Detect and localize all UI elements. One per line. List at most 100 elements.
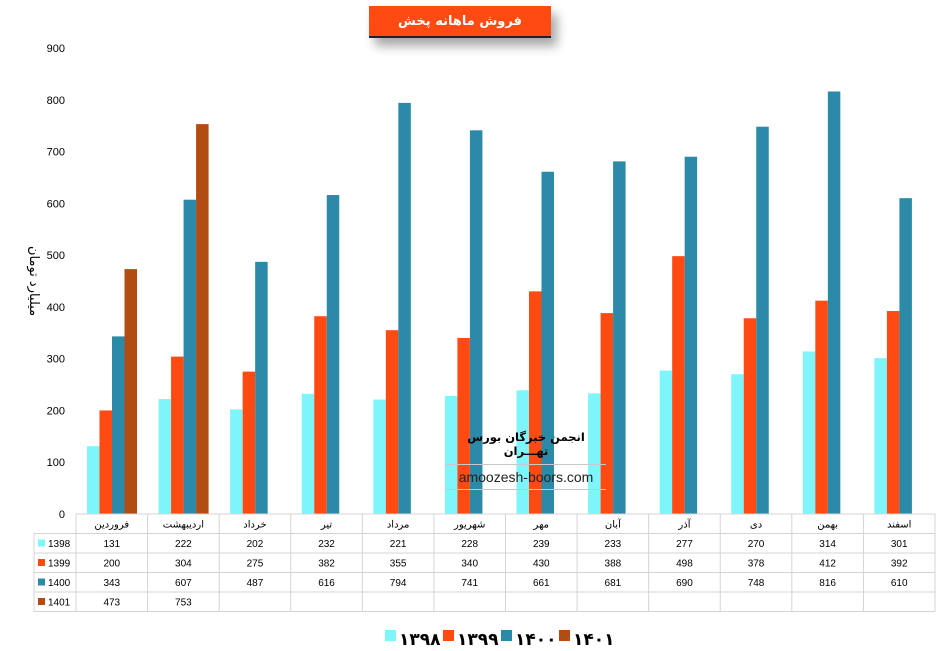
bar-1400-9 [684, 156, 698, 514]
bar-1398-6 [444, 395, 458, 514]
x-tick-label: اسفند [887, 520, 911, 531]
bar-1398-3 [230, 409, 243, 514]
bar-1399-8 [600, 313, 614, 514]
data-label: 277 [676, 539, 693, 550]
chart-title: فروش ماهانه پخش [369, 6, 551, 38]
data-label: 200 [103, 559, 120, 570]
y-tick-label: 400 [47, 302, 65, 314]
bar-1398-5 [373, 399, 386, 514]
bar-1399-9 [672, 256, 685, 514]
bar-1398-9 [659, 370, 673, 514]
data-label: 473 [103, 598, 120, 609]
data-label: 498 [676, 559, 693, 570]
data-label: 270 [748, 539, 765, 550]
bar-1399-11 [815, 300, 828, 514]
data-label: 343 [103, 578, 120, 589]
x-tick-label: دی [750, 520, 762, 531]
y-tick-label: 800 [47, 95, 65, 107]
data-label: 741 [461, 578, 478, 589]
bar-1400-11 [827, 91, 841, 514]
table-series-label: 1400 [48, 578, 71, 589]
legend-label-1399: ۱۳۹۹ [457, 630, 499, 650]
legend-key-1400 [501, 630, 512, 641]
legend-key-1398 [385, 630, 396, 641]
data-label: 753 [175, 598, 192, 609]
table-legend-key [38, 578, 45, 586]
table-series-label: 1398 [48, 539, 71, 550]
bar-1398-11 [802, 351, 816, 514]
data-label: 690 [676, 578, 693, 589]
bar-1399-12 [886, 311, 900, 514]
x-tick-label: اردیبهشت [163, 520, 204, 531]
bar-1399-5 [385, 330, 399, 514]
data-label: 340 [461, 559, 478, 570]
bar-1398-7 [516, 390, 529, 514]
x-tick-label: مهر [533, 520, 549, 531]
bar-1400-5 [398, 102, 411, 514]
bar-1400-6 [469, 130, 483, 514]
x-tick-label: تیر [320, 520, 333, 531]
data-label: 388 [605, 559, 622, 570]
bar-1400-2 [183, 199, 197, 514]
bar-1399-6 [457, 337, 470, 514]
data-label: 239 [533, 539, 550, 550]
x-tick-label: مرداد [387, 520, 410, 531]
data-label: 487 [247, 578, 264, 589]
data-label: 222 [175, 539, 192, 550]
table-series-label: 1401 [48, 598, 71, 609]
x-tick-label: خرداد [243, 520, 266, 531]
y-tick-label: 0 [59, 509, 65, 521]
data-label: 681 [605, 578, 622, 589]
data-label: 304 [175, 559, 192, 570]
legend-key-1401 [559, 630, 570, 641]
bar-1399-1 [99, 410, 112, 514]
y-tick-label: 900 [47, 43, 65, 55]
data-label: 382 [318, 559, 335, 570]
data-label: 816 [819, 578, 836, 589]
data-label: 301 [891, 539, 908, 550]
bar-1399-10 [743, 318, 757, 514]
watermark: انجمن خبرگان بورس تهـــران amoozesh-boor… [446, 430, 606, 490]
data-label: 228 [461, 539, 478, 550]
bar-1398-1 [87, 446, 100, 514]
legend-label-1400: ۱۴۰۰ [515, 630, 557, 650]
data-label: 131 [103, 539, 120, 550]
watermark-title: انجمن خبرگان بورس تهـــران [467, 430, 585, 458]
y-tick-label: 700 [47, 147, 65, 159]
bar-1400-8 [613, 161, 626, 515]
table-series-label: 1399 [48, 559, 71, 570]
data-label: 232 [318, 539, 335, 550]
table-legend-key [38, 559, 45, 566]
bar-1400-3 [255, 261, 268, 514]
bar-1398-10 [731, 374, 744, 514]
data-label: 355 [390, 559, 407, 570]
data-label: 233 [605, 539, 622, 550]
data-label: 412 [819, 559, 836, 570]
data-label: 378 [748, 559, 765, 570]
data-label: 794 [390, 578, 407, 589]
bar-1400-1 [112, 336, 125, 514]
bar-1401-1 [124, 269, 137, 514]
bar-1398-4 [301, 393, 315, 514]
bar-1398-12 [874, 358, 887, 514]
bar-1398-2 [158, 399, 172, 514]
bar-1399-4 [314, 316, 327, 514]
bar-1399-3 [242, 371, 256, 514]
y-tick-label: 200 [47, 405, 65, 417]
bar-1400-7 [541, 171, 554, 514]
y-tick-label: 600 [47, 198, 65, 210]
data-label: 392 [891, 559, 908, 570]
table-legend-key [38, 598, 45, 605]
data-label: 748 [748, 578, 765, 589]
y-tick-label: 500 [47, 250, 65, 262]
y-tick-label: 100 [47, 457, 65, 469]
bar-1399-7 [529, 291, 542, 514]
y-tick-label: 300 [47, 354, 65, 366]
x-tick-label: آبان [605, 518, 622, 531]
x-tick-label: آذر [677, 518, 691, 531]
legend-label-1398: ۱۳۹۸ [399, 630, 441, 650]
data-label: 607 [175, 578, 192, 589]
bar-1400-12 [899, 198, 912, 514]
data-label: 314 [819, 539, 836, 550]
data-label: 275 [247, 559, 264, 570]
